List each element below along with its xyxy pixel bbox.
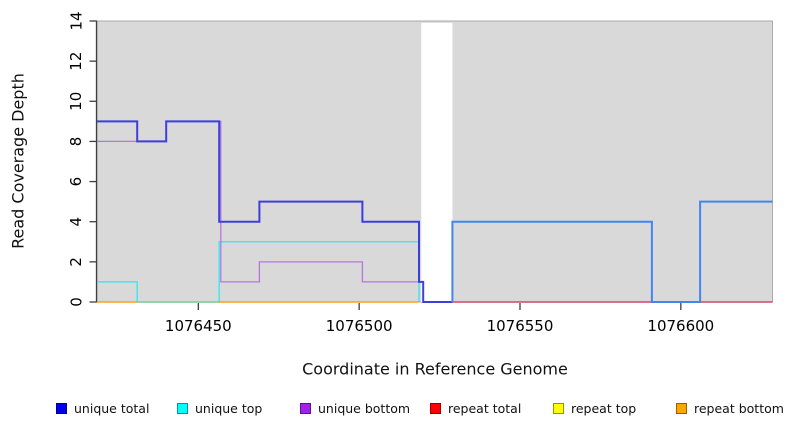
- legend-label: repeat bottom: [694, 401, 784, 416]
- x-axis-title-text: Coordinate in Reference Genome: [302, 359, 568, 379]
- y-tick-label: 4: [67, 217, 85, 227]
- y-tick-label: 12: [67, 52, 85, 71]
- legend: unique total unique top unique bottom repea…: [0, 401, 792, 421]
- legend-swatch-icon: [553, 403, 564, 414]
- legend-item-repeat-bottom: repeat bottom: [676, 401, 784, 416]
- y-tick-label: 10: [67, 92, 85, 111]
- y-tick-label: 8: [67, 137, 85, 147]
- legend-label: unique bottom: [318, 401, 411, 416]
- y-axis-title-text: Read Coverage Depth: [8, 73, 28, 249]
- y-tick-label: 0: [67, 297, 85, 307]
- legend-swatch-icon: [300, 403, 311, 414]
- legend-label: repeat total: [448, 401, 522, 416]
- legend-swatch-icon: [430, 403, 441, 414]
- plot-area: 0 2 4 6 8 10 12 14 1076450 1076500 1076550 1076600: [67, 11, 773, 335]
- y-tick-label: 6: [67, 177, 85, 187]
- x-tick-label: 1076500: [326, 317, 393, 335]
- legend-swatch-icon: [177, 403, 188, 414]
- legend-item-repeat-total: repeat total: [430, 401, 521, 416]
- legend-item-unique-total: unique total: [56, 401, 149, 416]
- legend-item-unique-bottom: unique bottom: [300, 401, 410, 416]
- x-tick-label: 1076450: [165, 317, 232, 335]
- legend-swatch-icon: [56, 403, 67, 414]
- legend-item-unique-top: unique top: [177, 401, 262, 416]
- legend-label: repeat top: [571, 401, 637, 416]
- legend-label: unique top: [195, 401, 263, 416]
- series-unique-total-right: [451, 200, 773, 303]
- x-tick-label: 1076600: [647, 317, 714, 335]
- y-tick-label: 14: [67, 11, 85, 30]
- series-unique-total-left: [97, 120, 453, 303]
- x-tick-label: 1076550: [487, 317, 554, 335]
- legend-swatch-icon: [676, 403, 687, 414]
- y-tick-label: 2: [67, 257, 85, 267]
- legend-label: unique total: [74, 401, 150, 416]
- coverage-gap-region: [421, 22, 453, 303]
- legend-item-repeat-top: repeat top: [553, 401, 636, 416]
